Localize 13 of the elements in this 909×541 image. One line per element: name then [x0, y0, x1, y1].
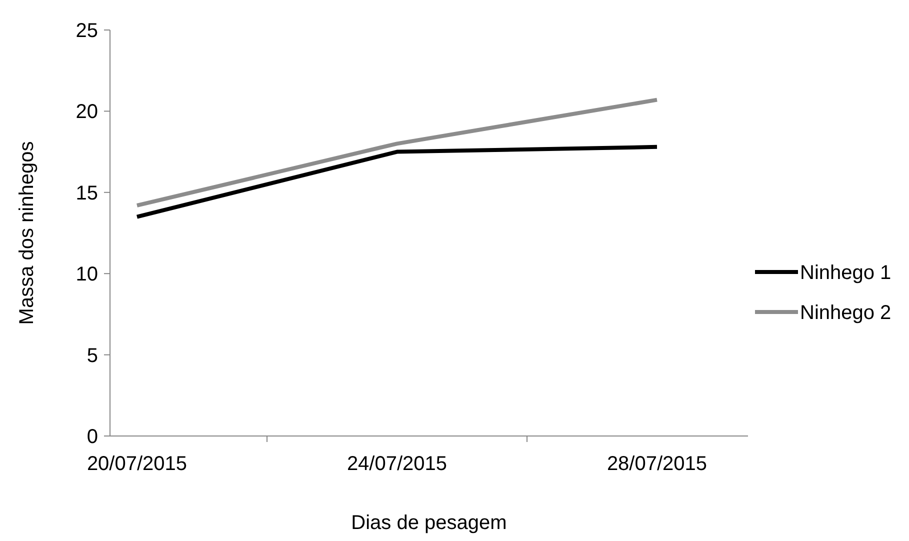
x-tick-label: 24/07/2015 [346, 453, 448, 475]
y-tick-label: 15 [76, 182, 98, 204]
y-tick-label: 25 [76, 20, 98, 42]
legend-label: Ninhego 1 [800, 262, 892, 284]
x-tick-label: 20/07/2015 [86, 453, 188, 475]
y-tick-label: 10 [76, 264, 98, 286]
x-tick-label: 28/07/2015 [606, 453, 708, 475]
y-axis-title: Massa dos ninhegos [16, 141, 38, 325]
y-tick-label: 0 [86, 426, 98, 448]
y-tick-label: 5 [86, 344, 98, 367]
x-axis-title: Dias de pesagem [351, 512, 507, 534]
legend-label: Ninhego 2 [800, 302, 892, 324]
y-tick-label: 20 [76, 101, 98, 124]
